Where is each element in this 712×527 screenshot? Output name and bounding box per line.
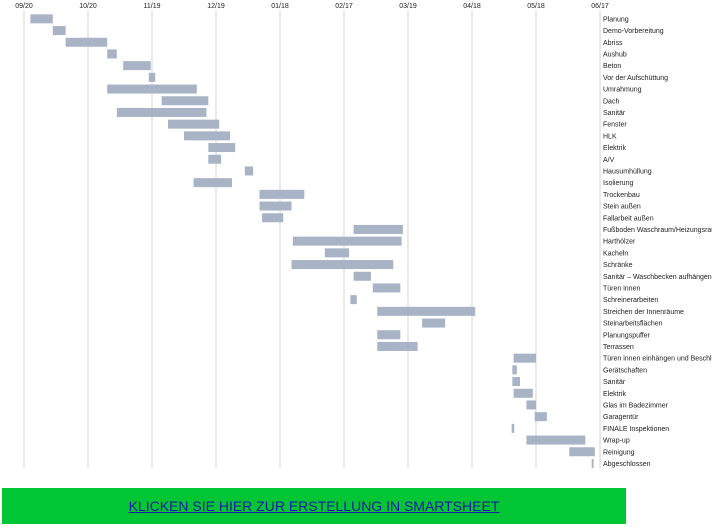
task-bar [377, 330, 401, 340]
task-label: Schreinerarbeiten [603, 297, 658, 304]
date-tick-label: 10/20 [79, 3, 97, 10]
task-bar [372, 283, 401, 293]
task-label: Aushub [603, 51, 627, 58]
date-tick-label: 05/18 [527, 3, 545, 10]
task-bar [107, 84, 197, 94]
task-bar [262, 213, 284, 223]
task-label: Hausumhüllung [603, 168, 652, 175]
task-label: HLK [603, 133, 617, 140]
task-label: Harthölzer [603, 239, 636, 246]
task-bar [208, 154, 222, 164]
task-bar [259, 201, 292, 211]
date-tick-label: 01/18 [271, 3, 289, 10]
task-bar [526, 435, 586, 445]
task-bar [292, 236, 402, 246]
task-bar [324, 248, 350, 258]
date-axis: 09/20 10/20 11/19 12/19 01/18 02/17 03/19 04/18… [15, 3, 609, 10]
task-bar [511, 423, 515, 433]
task-label: Sanitär [603, 379, 626, 386]
task-label: Elektrik [603, 145, 626, 152]
task-bar [353, 224, 403, 234]
task-bar [353, 271, 371, 281]
task-label: Isolierung [603, 180, 633, 187]
task-label: Umrahmung [603, 87, 642, 94]
task-label: Abgeschlossen [603, 461, 651, 468]
task-bar [30, 14, 53, 24]
task-bar [377, 341, 418, 351]
task-label: Abriss [603, 40, 623, 47]
task-bar [526, 400, 536, 410]
task-bar [52, 26, 66, 36]
task-label: Garagentür [603, 414, 639, 421]
task-bar [65, 37, 108, 47]
task-label: A/V [603, 157, 615, 164]
task-bar [534, 412, 547, 422]
task-bar [591, 458, 594, 468]
task-label: Türen innen einhängen und Beschläge [603, 356, 712, 363]
create-in-smartsheet-link[interactable]: KLICKEN SIE HIER ZUR ERSTELLUNG IN SMART… [2, 488, 626, 524]
task-bars [30, 14, 595, 468]
task-bar [244, 166, 254, 176]
task-label: Vor der Aufschüttung [603, 75, 668, 82]
task-label: Fenster [603, 122, 627, 129]
task-bar [512, 377, 520, 387]
task-bar [123, 61, 151, 71]
task-label: Sanitär [603, 110, 626, 117]
task-bar [259, 189, 305, 199]
task-label: Steinarbeitsflächen [603, 321, 663, 328]
task-label: Planungspuffer [603, 332, 651, 339]
task-label: Kacheln [603, 250, 628, 257]
task-bar [350, 295, 357, 305]
task-bar [569, 447, 595, 457]
date-tick-label: 09/20 [15, 3, 33, 10]
task-label: Glas im Badezimmer [603, 402, 669, 409]
task-bar [107, 49, 117, 59]
date-tick-label: 04/18 [463, 3, 481, 10]
task-label: Reinigung [603, 449, 635, 456]
gantt-chart: 09/20 10/20 11/19 12/19 01/18 02/17 03/19 04/18… [15, 3, 712, 468]
task-label: Gerätschaften [603, 367, 647, 374]
date-tick-label: 06/17 [591, 3, 609, 10]
task-label: Terrassen [603, 344, 634, 351]
task-label: Dach [603, 98, 619, 105]
task-label: Fallarbeit außen [603, 215, 654, 222]
task-label: Türen innen [603, 285, 640, 292]
task-label: Fußboden Waschraum/Heizungsraum [603, 227, 712, 234]
task-bar [512, 365, 517, 375]
task-bar [148, 72, 156, 82]
task-bar [161, 96, 209, 106]
date-tick-label: 03/19 [399, 3, 417, 10]
task-label: Stein außen [603, 204, 641, 211]
task-bar [513, 353, 536, 363]
task-bar [168, 119, 220, 129]
date-tick-label: 11/19 [144, 3, 161, 10]
task-bar [377, 306, 476, 316]
task-bar [193, 178, 232, 188]
task-label: FINALE Inspektionen [603, 426, 669, 433]
task-label: Planung [603, 16, 629, 23]
task-label: Elektrik [603, 391, 626, 398]
task-label: Beton [603, 63, 621, 70]
task-bar [116, 107, 207, 117]
task-label: Trockenbau [603, 192, 640, 199]
task-labels: Planung Demo-Vorbereitung Abriss Aushub Beto… [603, 16, 712, 468]
date-tick-label: 12/19 [207, 3, 225, 10]
task-bar [422, 318, 446, 328]
task-label: Sanitär – Waschbecken aufhängen [603, 274, 712, 281]
task-label: Schränke [603, 262, 633, 269]
date-tick-label: 02/17 [335, 3, 353, 10]
task-label: Demo-Vorbereitung [603, 28, 664, 35]
task-bar [208, 143, 236, 153]
task-bar [291, 260, 394, 270]
task-label: Wrap-up [603, 438, 630, 445]
task-bar [184, 131, 231, 141]
task-bar [513, 388, 533, 398]
task-label: Streichen der Innenräume [603, 309, 684, 316]
